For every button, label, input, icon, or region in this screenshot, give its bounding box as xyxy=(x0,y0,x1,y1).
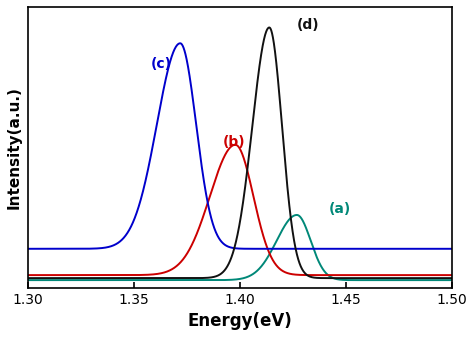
Y-axis label: Intensity(a.u.): Intensity(a.u.) xyxy=(7,86,22,209)
Text: (a): (a) xyxy=(328,202,351,216)
X-axis label: Energy(eV): Energy(eV) xyxy=(187,312,292,330)
Text: (b): (b) xyxy=(223,134,245,149)
Text: (d): (d) xyxy=(297,18,319,32)
Text: (c): (c) xyxy=(151,57,172,71)
